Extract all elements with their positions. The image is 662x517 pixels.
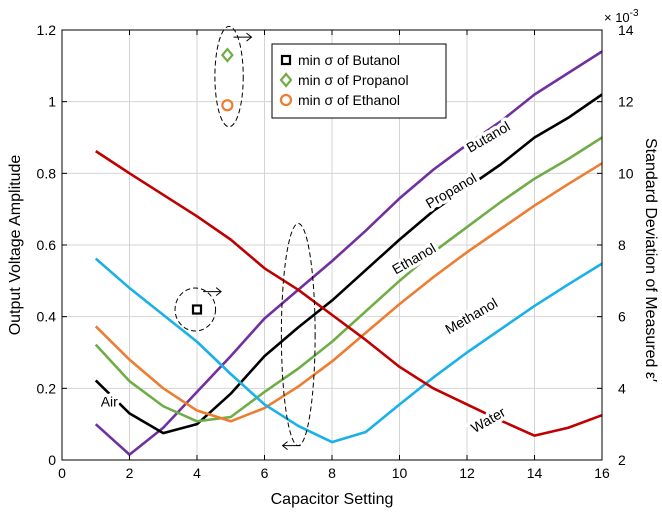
x-tick-label: 2 bbox=[126, 465, 134, 481]
ticks: 0 2 4 6 8 10 12 14 16 0 0.2 0.4 0.6 0.8 1 1.2 2 4 6 8 10 12 14 bbox=[37, 22, 634, 481]
annotation-ellipse bbox=[174, 287, 217, 332]
y2-tick-label: 14 bbox=[618, 22, 634, 38]
y2-tick-label: 10 bbox=[618, 165, 634, 181]
y-tick-label: 1 bbox=[48, 94, 56, 110]
y-tick-label: 0.4 bbox=[37, 309, 57, 325]
y2-tick-label: 4 bbox=[618, 380, 626, 396]
y2-tick-label: 12 bbox=[618, 94, 634, 110]
annotation-arrow-head bbox=[215, 287, 222, 296]
annotation-arrow-head bbox=[281, 441, 288, 451]
series-label-air: Air bbox=[101, 393, 118, 409]
x-tick-label: 14 bbox=[527, 465, 543, 481]
y2-tick-label: 8 bbox=[618, 237, 626, 253]
x-tick-label: 8 bbox=[328, 465, 336, 481]
x-tick-label: 4 bbox=[193, 465, 201, 481]
series-line-methanol bbox=[94, 257, 603, 444]
x-axis-label: Capacitor Setting bbox=[271, 491, 394, 508]
y-tick-label: 0.2 bbox=[37, 380, 57, 396]
series-line-butanol bbox=[94, 93, 603, 435]
legend-entry-label: min σ of Ethanol bbox=[298, 92, 400, 108]
x-tick-label: 0 bbox=[58, 465, 66, 481]
y2-exponent-label: × 10-3 bbox=[604, 8, 639, 25]
legend: min σ of Butanol min σ of Propanol min σ o… bbox=[271, 43, 447, 119]
x-tick-label: 12 bbox=[459, 465, 475, 481]
series-line-air bbox=[94, 50, 603, 456]
y-tick-label: 0.6 bbox=[37, 237, 57, 253]
y-tick-label: 0 bbox=[48, 452, 56, 468]
annotation-layer bbox=[174, 25, 316, 451]
y-tick-label: 1.2 bbox=[37, 22, 57, 38]
legend-box bbox=[271, 43, 447, 119]
annotation-arrow-head bbox=[246, 32, 253, 42]
y2-tick-label: 6 bbox=[618, 309, 626, 325]
x-tick-label: 10 bbox=[392, 465, 408, 481]
min-sigma-marker-propanol bbox=[220, 47, 234, 63]
series-line-water bbox=[95, 150, 603, 437]
legend-entry-label: min σ of Propanol bbox=[298, 72, 409, 88]
y2-tick-label: 2 bbox=[618, 452, 626, 468]
y-axis-label: Output Voltage Amplitude bbox=[7, 155, 24, 336]
series-line-ethanol bbox=[94, 162, 603, 423]
x-tick-label: 6 bbox=[261, 465, 269, 481]
y-tick-label: 0.8 bbox=[37, 165, 57, 181]
x-tick-label: 16 bbox=[594, 465, 610, 481]
y2-axis-label: Standard Deviation of Measured ε′ bbox=[642, 138, 659, 382]
legend-marker-square bbox=[280, 54, 292, 66]
legend-marker-circle bbox=[279, 93, 293, 107]
series-layer bbox=[94, 50, 603, 456]
legend-entry-label: min σ of Butanol bbox=[298, 52, 400, 68]
legend-marker-diamond bbox=[279, 72, 293, 88]
min-sigma-marker-butanol bbox=[191, 304, 203, 315]
annotation-ellipse bbox=[214, 25, 244, 128]
min-sigma-marker-ethanol bbox=[221, 99, 234, 112]
